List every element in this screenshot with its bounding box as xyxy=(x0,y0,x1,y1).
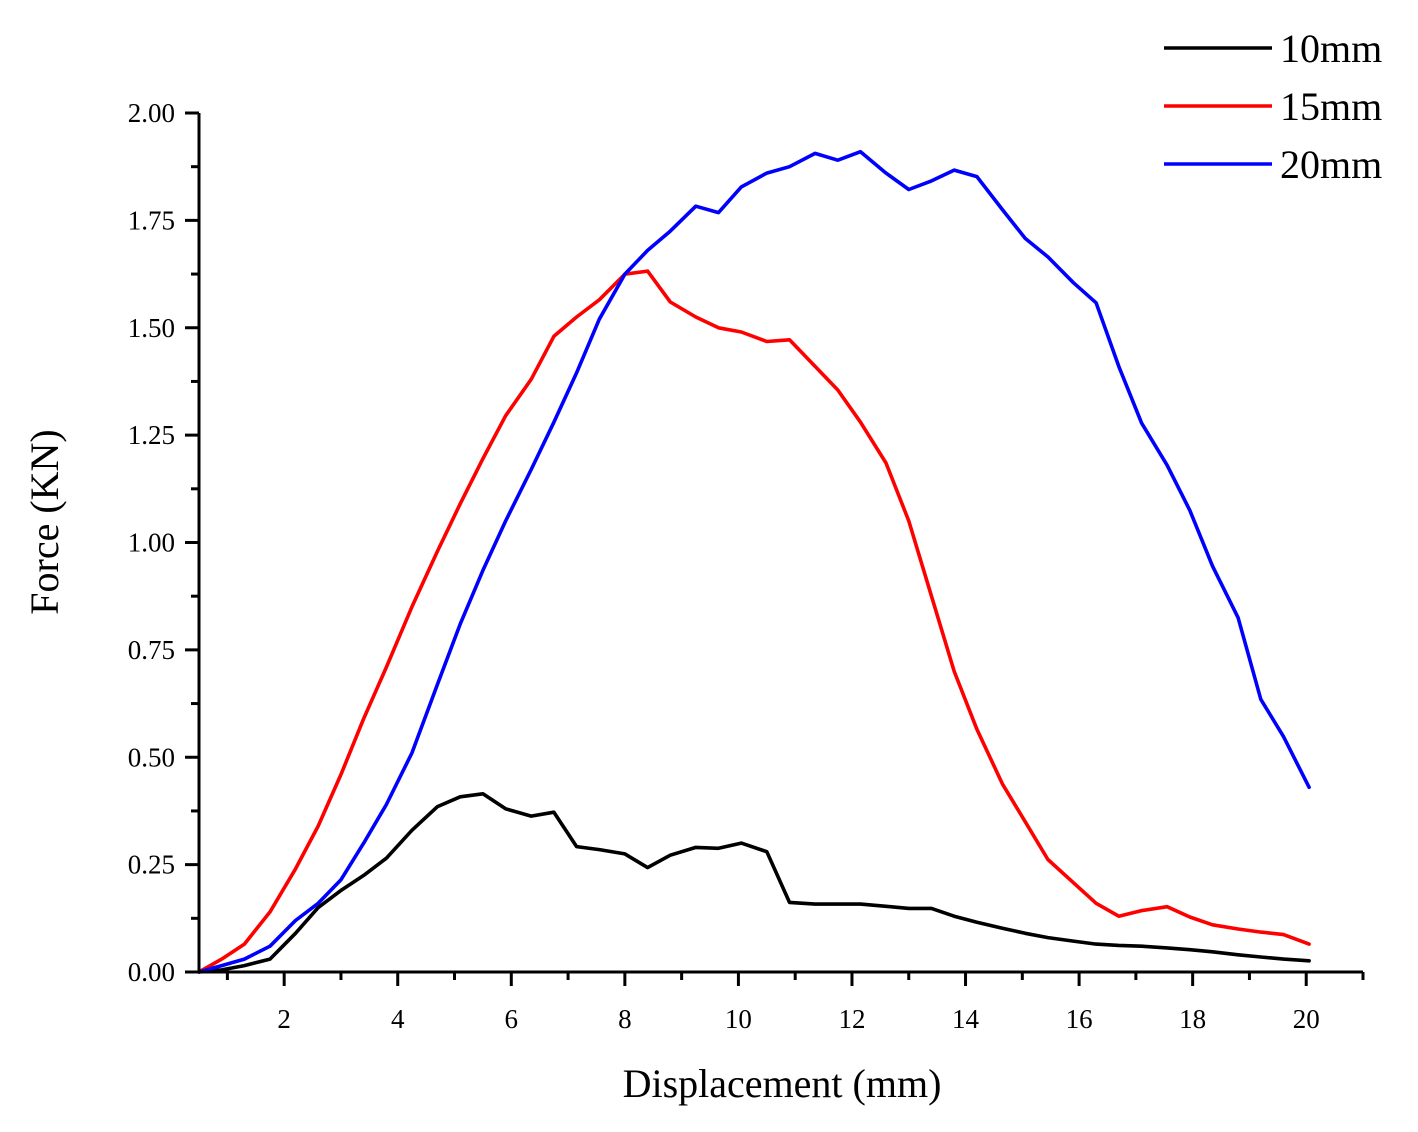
plot-lines xyxy=(197,149,1311,974)
y-tick-label: 0.50 xyxy=(128,742,175,772)
y-tick-label: 0.25 xyxy=(128,850,175,880)
x-tick-label: 18 xyxy=(1179,1004,1206,1034)
legend-label-15mm: 15mm xyxy=(1280,84,1382,129)
x-tick-label: 14 xyxy=(952,1004,980,1034)
y-tick-label: 1.75 xyxy=(128,205,175,235)
series-line-20mm xyxy=(197,149,1311,974)
series-line-15mm xyxy=(197,269,1311,974)
x-axis-title: Displacement (mm) xyxy=(623,1061,942,1106)
y-tick-label: 1.50 xyxy=(128,313,175,343)
y-tick-label: 0.00 xyxy=(128,957,175,987)
y-tick-label: 1.25 xyxy=(128,420,175,450)
y-axis-title: Force (KN) xyxy=(22,429,67,615)
x-tick-label: 20 xyxy=(1293,1004,1320,1034)
x-tick-label: 10 xyxy=(725,1004,752,1034)
legend: 10mm 15mm 20mm xyxy=(1164,26,1382,187)
series-line-10mm xyxy=(197,791,1311,974)
axes: 0.00 0.25 0.50 0.75 1.00 1.25 1.50 1.75 2.00 2 4 6 8… xyxy=(128,98,1365,1034)
legend-label-10mm: 10mm xyxy=(1280,26,1382,71)
x-tick-label: 6 xyxy=(505,1004,519,1034)
x-tick-label: 4 xyxy=(391,1004,405,1034)
x-tick-label: 12 xyxy=(838,1004,865,1034)
x-tick-label: 16 xyxy=(1066,1004,1093,1034)
y-tick-label: 0.75 xyxy=(128,635,175,665)
y-tick-label: 1.00 xyxy=(128,528,175,558)
x-tick-label: 2 xyxy=(277,1004,291,1034)
y-tick-label: 2.00 xyxy=(128,98,175,128)
x-tick-label: 8 xyxy=(618,1004,632,1034)
legend-label-20mm: 20mm xyxy=(1280,142,1382,187)
